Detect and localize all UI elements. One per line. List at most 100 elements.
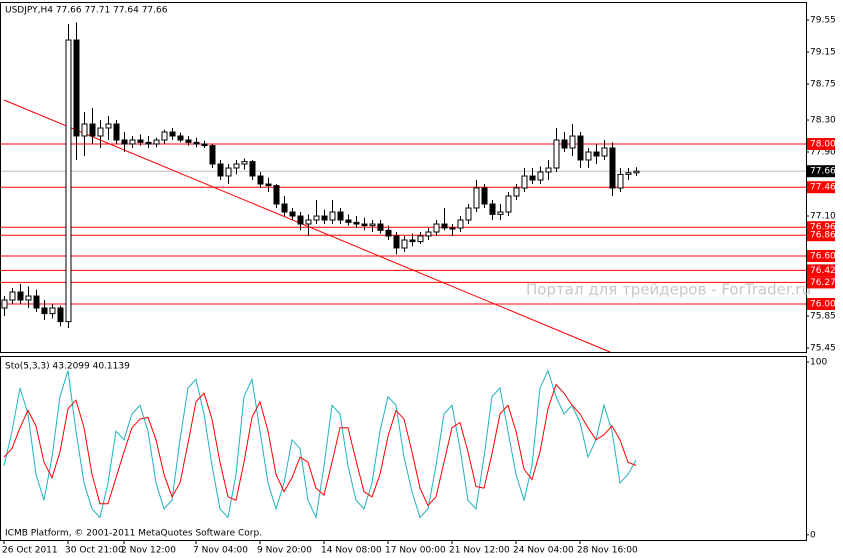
candle-body	[513, 187, 520, 197]
candle-body	[321, 215, 328, 221]
y-tick-label: 75.85	[810, 312, 836, 322]
candle-body	[169, 131, 176, 137]
candle-body	[313, 215, 320, 221]
candle-body	[345, 219, 352, 223]
candle-body	[545, 167, 552, 173]
candle-body	[89, 123, 96, 137]
level-tag	[807, 229, 835, 242]
candle-body	[49, 307, 56, 315]
candle-body	[209, 145, 216, 165]
candle-body	[137, 139, 144, 143]
level-tag	[807, 138, 835, 150]
x-tick-label: 26 Oct 2011	[2, 546, 58, 556]
candle-body	[201, 143, 208, 147]
candle-body	[289, 211, 296, 217]
candle-body	[241, 161, 248, 165]
level-tag	[807, 250, 835, 262]
x-tick-label: 21 Nov 12:00	[449, 546, 510, 556]
candle-body	[73, 39, 80, 137]
candle-body	[145, 141, 152, 145]
y-tick-label: 0	[810, 530, 816, 540]
candle-body	[529, 175, 536, 181]
candle-body	[505, 195, 512, 213]
candle-body	[33, 295, 40, 309]
candle-body	[121, 139, 128, 145]
candle-body	[305, 219, 312, 225]
candle-body	[97, 127, 104, 137]
stoch-line	[3, 383, 637, 507]
level-label: 78.00	[810, 140, 836, 150]
candle-body	[401, 239, 408, 249]
candle-body	[489, 203, 496, 215]
y-tick-label: 78.75	[810, 80, 836, 90]
x-tick-label: 2 Nov 12:00	[121, 546, 176, 556]
candle-body	[329, 211, 336, 221]
x-tick-label: 7 Nov 04:00	[193, 546, 248, 556]
x-tick-label: 28 Nov 16:00	[577, 546, 638, 556]
candle-body	[105, 123, 112, 129]
y-tick-label: 79.55	[810, 16, 836, 26]
level-label: 76.00	[810, 300, 836, 310]
candle-body	[585, 151, 592, 161]
level-tag	[807, 276, 835, 289]
candle-body	[521, 175, 528, 189]
level-label: 76.27	[810, 278, 836, 288]
x-tick-label: 9 Nov 20:00	[257, 546, 312, 556]
candle-body	[25, 295, 32, 301]
candle-body	[417, 235, 424, 243]
candle-body	[65, 39, 72, 323]
candle-body	[161, 131, 168, 141]
candle-body	[337, 211, 344, 221]
level-label: 77.46	[810, 183, 836, 193]
candle-body	[153, 139, 160, 145]
candle-body	[273, 185, 280, 205]
candle-body	[625, 172, 632, 175]
level-label: 76.86	[810, 231, 836, 241]
x-tick-label: 24 Nov 04:00	[513, 546, 574, 556]
level-tag	[807, 298, 835, 310]
candle-body	[449, 227, 456, 230]
level-label: 76.96	[810, 223, 836, 233]
candle-body	[377, 223, 384, 231]
candle-body	[217, 163, 224, 177]
chart-title: USDJPY,H4 77.66 77.71 77.64 77.66	[5, 6, 168, 16]
level-tag	[807, 181, 835, 194]
candle-body	[457, 219, 464, 229]
candle-body	[425, 231, 432, 237]
level-label: 76.42	[810, 266, 836, 276]
candle-body	[481, 187, 488, 205]
candle-body	[225, 167, 232, 177]
y-tick-label: 75.45	[810, 344, 836, 354]
candle-body	[1, 299, 8, 309]
x-tick-label: 17 Nov 00:00	[385, 546, 446, 556]
y-tick-label: 78.30	[810, 116, 836, 126]
candle-body	[633, 170, 640, 174]
candle-body	[41, 307, 48, 315]
y-tick-label: 77.10	[810, 212, 836, 222]
candle-body	[233, 163, 240, 169]
candle-body	[369, 223, 376, 227]
y-tick-label: 79.15	[810, 48, 836, 58]
candle-body	[593, 151, 600, 157]
candle-body	[353, 221, 360, 225]
watermark: Портал для трейдеров - ForTrader.ru	[526, 281, 811, 299]
candle-body	[409, 239, 416, 243]
last-price-label: 77.66	[810, 167, 836, 177]
candle-body	[577, 135, 584, 161]
candle-body	[57, 307, 64, 323]
candle-body	[609, 147, 616, 189]
y-tick-label: 100	[810, 358, 827, 368]
y-tick-label: 77.90	[810, 148, 836, 158]
candle-body	[569, 135, 576, 149]
candle-body	[193, 141, 200, 145]
level-label: 76.60	[810, 252, 836, 262]
x-tick-label: 30 Oct 21:00	[65, 546, 124, 556]
level-tag	[807, 264, 835, 277]
trendline	[3, 99, 611, 353]
candle-body	[177, 135, 184, 141]
candle-body	[281, 203, 288, 213]
candle-body	[185, 139, 192, 143]
main-panel	[0, 2, 807, 353]
candle-body	[433, 223, 440, 233]
